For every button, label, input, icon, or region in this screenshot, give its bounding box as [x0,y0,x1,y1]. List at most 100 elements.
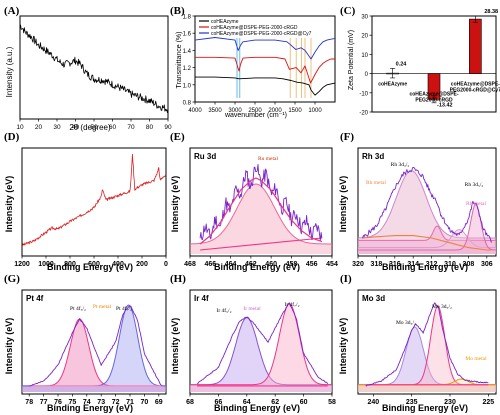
panel-f-x-ticklabel-7: 306 [481,261,493,268]
panel-a-xrd-curve [19,24,169,113]
panel-a-x-ticklabel-2: 30 [53,124,61,131]
panel-c-category-label-line2-1: PEG2000-cRGD [415,98,453,104]
panel-f-component-peak-1 [358,225,496,241]
panel-i-x-ticklabel-2: 230 [444,399,456,406]
panel-e-x-ticklabel-5: 458 [286,261,298,268]
panel-i-annotation-2: Mo metal [465,356,487,362]
panel-e-annotation-0: Ru metal [258,156,278,162]
panel-g-frame [21,289,167,395]
panel-c-category-label-0: coHEAzyme [378,82,407,88]
panel-g-pt4f: Intensity (eV) Binding Energy (eV) [4,318,133,413]
panel-d-x-ticklabel-3: 600 [88,261,100,268]
panel-c-value-label-2: 28.38 [484,9,498,15]
panel-a-x-ticklabel-7: 80 [146,124,154,131]
panel-c-frame [371,15,497,113]
panel-c-category-label-2: coHEAzyme@DSPE-PEG2000-cRGD@Cy7 [450,82,500,94]
panel-h-frame [189,289,333,395]
panel-e-x-ticklabel-7: 454 [326,261,338,268]
panel-b-x-ticklabel-1: 3500 [208,108,222,114]
panel-c-value-label-1: -13.42 [437,102,453,108]
panel-i-component-peak-2-area [358,379,496,392]
panel-f-annotation-0: Rh 3d₃/₂ [391,162,410,168]
panel-b-legend-label-2: coHEAzyme@DSPE-PEG-2000-cRGD@Cy7 [211,31,312,37]
panel-g-raw-curve [28,305,162,387]
panel-letter-g: (G) [4,273,20,285]
panel-letter-c: (C) [340,5,356,17]
panel-i-annotation-1: Mo 3d₅/₂ [432,304,452,310]
panel-b-x-ticklabel-0: 4000 [188,108,202,114]
panel-c-y-ticklabel-5: 30 [361,15,368,21]
panel-f-annotation-2: Rh metal [366,180,386,186]
panel-g-title: Pt 4f [26,294,44,303]
panel-f-x-ticklabel-4: 312 [426,261,438,268]
panel-a-x-ticklabel-3: 40 [72,124,80,131]
panel-g-component-peak-0-area [22,318,166,392]
panel-h-raw-curve [196,302,329,385]
panel-i-x-ticklabel-1: 235 [406,399,418,406]
panel-e-x-ticklabel-1: 466 [204,261,216,268]
panel-a-x-ticklabel-5: 60 [109,124,117,131]
panel-g-annotation-2: Pt 4f₇/₂ [116,305,132,312]
panel-g-annotation-1: Pt metal [93,304,112,310]
panel-h-component-peak-1-area [190,303,332,392]
panel-b-ftir: Transmittance (%) wavenumber (cm⁻¹) [176,32,287,119]
panel-b-legend-label-0: coHEAzyme [211,19,239,25]
panel-c-category-label-1: coHEAzyme@DSPE-PEG2000-cRGD [409,92,458,104]
panel-d-survey-curve [21,153,167,247]
panel-b-y-ticklabel-4: 1.6 [183,32,192,38]
panel-f-background-line [362,235,492,251]
panel-a-ylabel: Intensity (a.u.) [5,46,14,97]
panel-d-x-ticklabel-1: 1000 [38,261,54,268]
panel-e-x-ticklabel-6: 456 [306,261,318,268]
panel-h-x-ticklabel-4: 60 [300,399,308,406]
panel-e-component-peak-0-area [190,184,332,254]
panel-c-y-ticklabel-0: -20 [359,111,368,117]
panel-b-series-2 [194,37,336,60]
panel-e-fit-curve [199,177,323,245]
panel-b-series-1 [195,56,335,84]
panel-f-title: Rh 3d [362,152,384,161]
panel-c-y-ticklabel-3: 10 [361,53,368,59]
panel-h-x-ticklabel-5: 58 [328,399,336,406]
panel-e-x-ticklabel-3: 462 [245,261,257,268]
panel-i-title: Mo 3d [362,294,385,303]
panel-h-ir4f: Intensity (eV) Binding Energy (eV) [170,318,300,413]
panel-f-rh3d: Intensity (eV) Binding Energy (eV) [338,176,468,272]
panel-b-series-0 [195,76,336,96]
panel-b-x-ticklabel-5: 1500 [288,108,302,114]
panel-e-component-peak-0 [190,183,332,245]
panel-g-x-ticklabel-7: 71 [126,399,134,406]
panel-letter-h: (H) [170,273,186,285]
panel-h-title: Ir 4f [194,294,209,303]
panel-b-xlabel: wavenumber (cm⁻¹) [224,112,287,119]
panel-f-component-peak-0 [357,170,496,239]
panel-a-x-ticklabel-6: 70 [127,124,135,131]
panel-f-x-ticklabel-0: 320 [352,261,364,268]
panel-b-x-ticklabel-4: 2000 [268,108,282,114]
panel-f-component-peak-0-area [358,170,496,254]
panel-b-y-ticklabel-1: 1.0 [183,83,192,89]
panel-f-component-peak-2 [358,229,496,249]
panel-a-xrd: Intensity (a.u.) 2θ (degree) [5,46,111,132]
panel-e-background-line [200,237,322,251]
panel-letter-b: (B) [170,5,185,17]
panel-g-x-ticklabel-2: 76 [54,399,62,406]
panel-g-ylabel: Intensity (eV) [4,318,14,375]
panel-g-x-ticklabel-8: 70 [141,399,149,406]
panel-e-ru3d: Intensity (eV) Binding Energy (eV) [170,176,300,272]
panel-d-x-ticklabel-5: 200 [136,261,148,268]
panel-b-x-ticklabel-3: 2500 [248,108,262,114]
panel-i-x-ticklabel-0: 240 [367,399,379,406]
panel-i-frame [357,289,497,395]
panel-h-annotation-2: Ir 4f₇/₂ [285,301,300,308]
panel-e-frame [189,147,333,257]
panel-e-title: Ru 3d [194,152,216,161]
panel-a-x-ticklabel-1: 20 [35,124,43,131]
panel-i-mo3d: Intensity (eV) Binding Energy (eV) [338,318,468,413]
panel-a-frame [19,15,169,120]
panel-c-ylabel: Zeta Potential (mV) [348,30,355,90]
panel-b-legend-label-1: coHEAzyme@DSPE-PEG-2000-cRGD [211,25,298,31]
panel-h-ylabel: Intensity (eV) [170,318,180,375]
panel-b-x-ticklabel-2: 3000 [228,108,242,114]
panel-i-raw-curve [365,302,489,387]
